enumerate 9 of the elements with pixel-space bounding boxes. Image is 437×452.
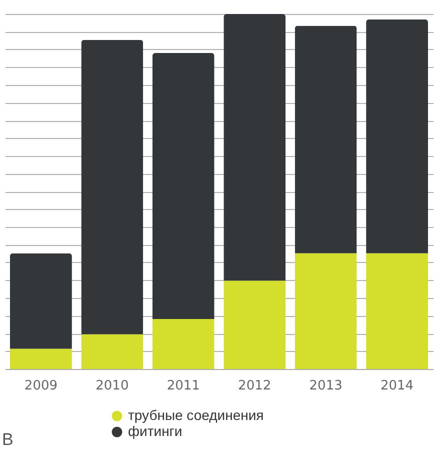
legend-label: фитинги — [128, 423, 182, 439]
note-text: В — [2, 430, 14, 450]
legend-label: трубные соединения — [128, 407, 264, 423]
x-tick-label: 2013 — [309, 378, 342, 394]
x-tick-label: 2014 — [380, 378, 414, 394]
x-tick-label: 2010 — [96, 378, 129, 394]
x-tick-label: 2011 — [166, 378, 200, 394]
x-tick-label: 2012 — [238, 378, 272, 394]
x-tick-label: 2009 — [24, 378, 58, 394]
